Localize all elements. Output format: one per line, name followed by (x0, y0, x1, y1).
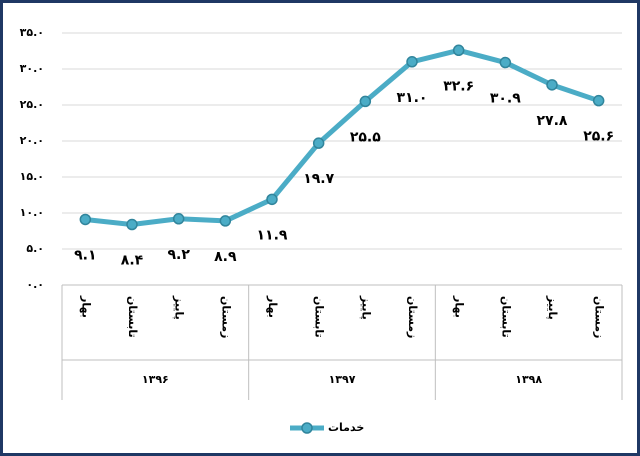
y-tick-label: ۲۵.۰ (20, 98, 44, 111)
x-tick-label: زمستان (219, 296, 232, 338)
marker (499, 56, 512, 69)
x-tick-label: پاییز (359, 295, 372, 320)
y-tick-label: ۱۵.۰ (20, 170, 44, 183)
data-label: ۸.۴ (121, 253, 144, 269)
x-tick-label: زمستان (593, 296, 606, 338)
data-label: ۸.۹ (214, 249, 237, 265)
x-tick-label: بهار (453, 295, 466, 318)
data-label: ۲۷.۸ (537, 113, 568, 129)
x-tick-label: بهار (79, 295, 92, 318)
data-label: ۲۵.۵ (350, 129, 381, 145)
data-label: ۳۱.۰ (397, 90, 428, 106)
group-label: ۱۳۹۸ (515, 373, 542, 386)
data-label: ۲۵.۶ (583, 129, 614, 145)
data-label: ۱۱.۹ (257, 227, 288, 243)
x-tick-label: زمستان (406, 296, 419, 338)
marker (546, 79, 558, 91)
y-tick-label: ۳۵.۰ (20, 26, 44, 39)
group-label: ۱۳۹۷ (329, 373, 356, 386)
y-tick-label: ۵.۰ (26, 242, 44, 255)
marker (266, 193, 278, 206)
line (85, 47, 600, 228)
marker (126, 218, 138, 231)
y-tick-label: ۰.۰ (26, 278, 44, 291)
group-label: ۱۳۹۶ (142, 373, 169, 386)
marker (406, 56, 418, 68)
marker (79, 213, 92, 226)
data-label: ۹.۲ (167, 247, 190, 263)
y-tick-label: ۲۰.۰ (20, 134, 44, 147)
marker (359, 95, 372, 108)
marker (172, 213, 185, 225)
marker (219, 215, 232, 227)
marker (312, 137, 325, 149)
x-tick-label: تابستان (499, 296, 512, 338)
x-tick-label: تابستان (126, 296, 139, 338)
y-tick-label: ۱۰.۰ (20, 206, 44, 219)
legend-marker (301, 422, 313, 434)
x-tick-label: تابستان (313, 296, 326, 338)
data-label: ۱۹.۷ (303, 171, 334, 187)
x-tick-label: پاییز (546, 295, 559, 320)
x-tick-label: بهار (266, 295, 279, 318)
data-label: ۹.۱ (74, 247, 96, 263)
data-label: ۳۲.۶ (443, 78, 474, 94)
y-tick-label: ۳۰.۰ (20, 62, 44, 75)
x-tick-label: پاییز (173, 295, 186, 320)
marker (592, 94, 605, 107)
legend-label: خدمات (328, 421, 364, 434)
data-label: ۳۰.۹ (490, 91, 521, 107)
marker (452, 44, 465, 57)
